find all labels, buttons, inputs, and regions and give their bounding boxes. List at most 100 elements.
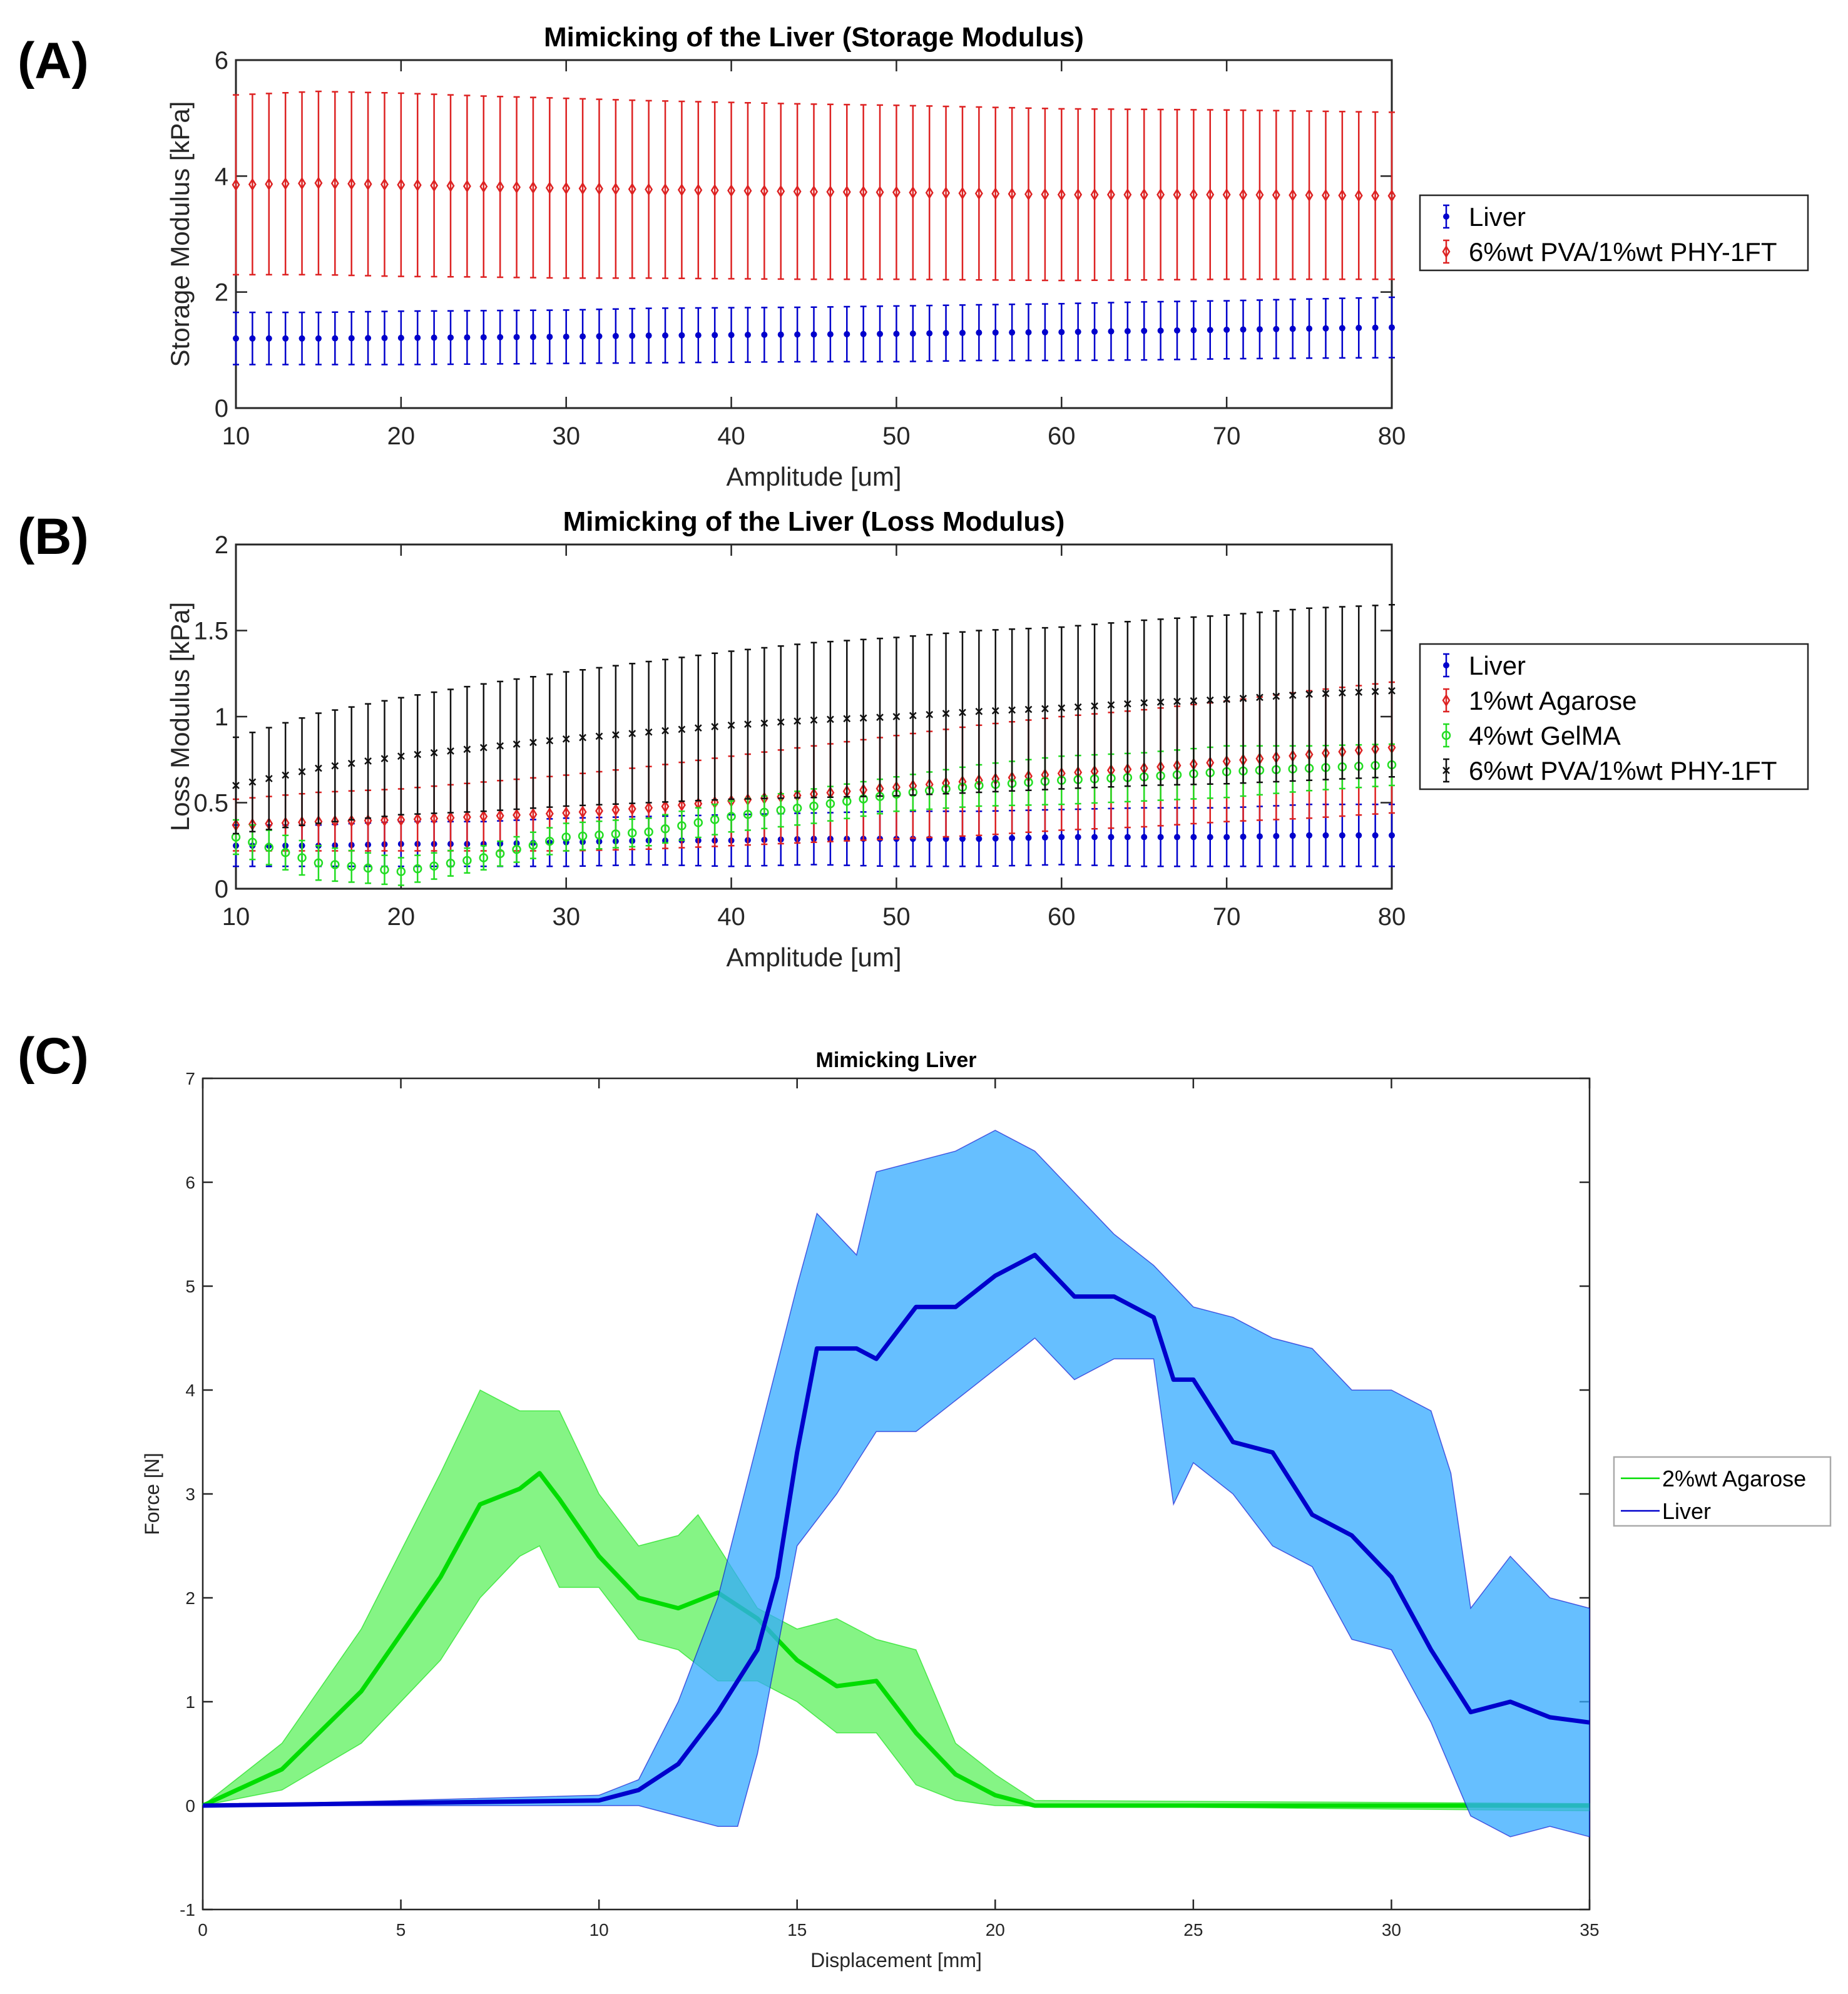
chart-title: Mimicking Liver	[816, 1048, 977, 1072]
error-bar	[1240, 109, 1247, 280]
x-tick-label: 60	[1048, 422, 1076, 450]
data-point	[248, 778, 257, 786]
y-tick-label: 0	[215, 395, 228, 422]
data-point	[810, 331, 817, 338]
data-point	[563, 334, 569, 340]
data-point	[958, 187, 967, 200]
data-point	[1273, 325, 1280, 332]
data-point	[628, 802, 636, 815]
data-point	[1372, 324, 1379, 331]
legend-label: 1%wt Agarose	[1469, 686, 1637, 715]
error-bar	[976, 106, 983, 281]
error-bar	[893, 105, 900, 280]
error-bar	[712, 804, 718, 836]
data-point	[1156, 698, 1165, 706]
data-point	[347, 759, 355, 767]
data-point	[495, 849, 505, 859]
data-point	[595, 182, 603, 195]
data-point	[1157, 834, 1164, 841]
data-point	[1141, 327, 1148, 334]
data-point	[528, 841, 538, 850]
data-point	[1041, 705, 1049, 713]
data-point	[578, 805, 587, 819]
error-bar	[365, 852, 372, 884]
data-point	[446, 811, 455, 825]
error-bar	[1157, 108, 1164, 281]
data-point	[974, 187, 983, 200]
x-tick-label: 70	[1213, 422, 1241, 450]
panel-label-a: (A)	[18, 33, 89, 89]
data-point	[1289, 325, 1296, 332]
data-point	[926, 710, 934, 718]
data-point	[265, 775, 273, 782]
data-point	[462, 810, 471, 824]
data-point	[1074, 188, 1083, 202]
x-tick-label: 15	[787, 1920, 807, 1940]
data-point	[479, 810, 488, 823]
legend: Liver 1%wt Agarose 4%wt GelMA 6%wt PVA/1%wt…	[1419, 643, 1809, 790]
data-point	[662, 332, 669, 339]
legend-swatch	[1443, 239, 1449, 264]
data-point	[1338, 689, 1346, 697]
data-point	[330, 176, 339, 190]
y-tick-label: 0.5	[193, 790, 228, 817]
data-point	[280, 848, 290, 857]
data-point	[1190, 327, 1197, 334]
data-point	[462, 856, 472, 866]
data-point	[281, 177, 290, 190]
x-tick-label: 40	[717, 422, 745, 450]
data-point	[777, 331, 784, 338]
data-point	[364, 177, 372, 191]
data-point	[859, 185, 868, 199]
y-tick-label: 2	[185, 1588, 195, 1608]
data-point	[1058, 834, 1065, 841]
data-point	[942, 710, 950, 717]
data-point	[314, 176, 323, 190]
data-point	[1058, 704, 1066, 712]
x-tick-label: 80	[1378, 422, 1406, 450]
error-bar	[315, 90, 322, 276]
data-point	[1075, 834, 1081, 841]
legend-label: Liver	[1469, 651, 1526, 680]
error-bar	[794, 103, 801, 280]
data-point	[446, 859, 456, 868]
error-bar	[529, 96, 536, 279]
chart-loss-modulus: 10 20 30 40 50 60 70 80 0 0.5 1 1.5 2 Mimicking of th…	[165, 506, 1809, 972]
error-bar	[579, 821, 586, 851]
data-point	[248, 837, 257, 847]
data-point	[926, 330, 933, 337]
data-point	[1124, 834, 1131, 841]
data-point	[1371, 687, 1379, 695]
data-point	[1339, 325, 1345, 332]
x-axis-label: Displacement [mm]	[810, 1949, 982, 1971]
data-point	[315, 335, 322, 342]
data-point	[628, 730, 636, 737]
data-point	[1289, 692, 1297, 699]
x-tick-label: 10	[222, 903, 250, 931]
data-point	[976, 836, 983, 842]
data-point	[430, 749, 438, 757]
data-point	[1321, 188, 1330, 202]
y-tick-label: 0	[185, 1796, 195, 1816]
data-point	[1256, 833, 1263, 840]
data-point	[1338, 188, 1347, 202]
data-point	[645, 332, 652, 339]
x-axis-label: Amplitude [um]	[726, 462, 901, 491]
legend: Liver 6%wt PVA/1%wt PHY-1FT	[1419, 194, 1809, 272]
error-bar	[563, 97, 569, 279]
panel-label-b: (B)	[18, 508, 89, 565]
error-bar	[1273, 110, 1280, 280]
series-liver	[233, 296, 1395, 366]
data-point	[545, 181, 554, 195]
data-point	[810, 185, 818, 198]
error-bar	[1389, 111, 1395, 280]
data-point	[1124, 328, 1131, 335]
error-bar	[612, 99, 619, 279]
data-point	[431, 334, 437, 341]
data-point	[1091, 834, 1098, 841]
data-point	[414, 334, 421, 341]
x-tick-label: 20	[387, 903, 416, 931]
data-point	[892, 185, 901, 199]
data-point	[430, 178, 439, 192]
error-bar	[447, 94, 454, 278]
